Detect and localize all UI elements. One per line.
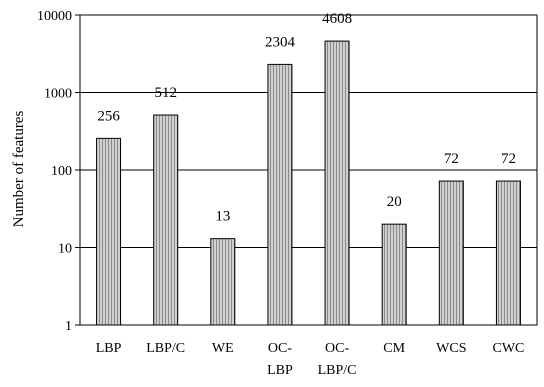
bar [324,40,350,326]
category-label: CM [383,341,405,356]
data-label: 72 [501,151,516,167]
category-label: WE [212,341,234,356]
bar [381,223,407,326]
data-label: 20 [387,194,402,210]
category-label: LBP/C [146,341,185,356]
bar [210,238,236,326]
y-tick-label: 10000 [37,9,72,24]
data-label: 2304 [265,34,296,50]
category-label: LBP/C [318,363,357,378]
bar [267,63,293,326]
data-label: 4608 [322,11,352,27]
bar [495,180,521,326]
bar [438,180,464,326]
category-label: LBP [96,341,122,356]
bar [96,137,122,326]
y-axis-title: Number of features [11,111,27,228]
y-tick-label: 1000 [44,87,72,102]
bar [153,114,179,326]
category-label: CWC [492,341,524,356]
data-label: 13 [215,209,230,225]
bars [96,40,521,326]
labels: 1 10 100 1000 10000 256 LBP 512 LBP/C 13 WE 2304 OC-… [37,9,524,378]
axes [75,14,538,326]
data-label: 256 [97,108,120,124]
grid-lines [80,92,537,248]
category-label: WCS [436,341,466,356]
category-label: OC- [325,341,349,356]
y-tick-label: 100 [51,164,72,179]
data-label: 512 [154,85,177,101]
data-label: 72 [444,151,459,167]
category-label: LBP [267,363,293,378]
category-label: OC- [268,341,292,356]
plot-frame [79,14,538,326]
y-tick-label: 10 [58,242,72,257]
y-tick-label: 1 [65,319,72,334]
